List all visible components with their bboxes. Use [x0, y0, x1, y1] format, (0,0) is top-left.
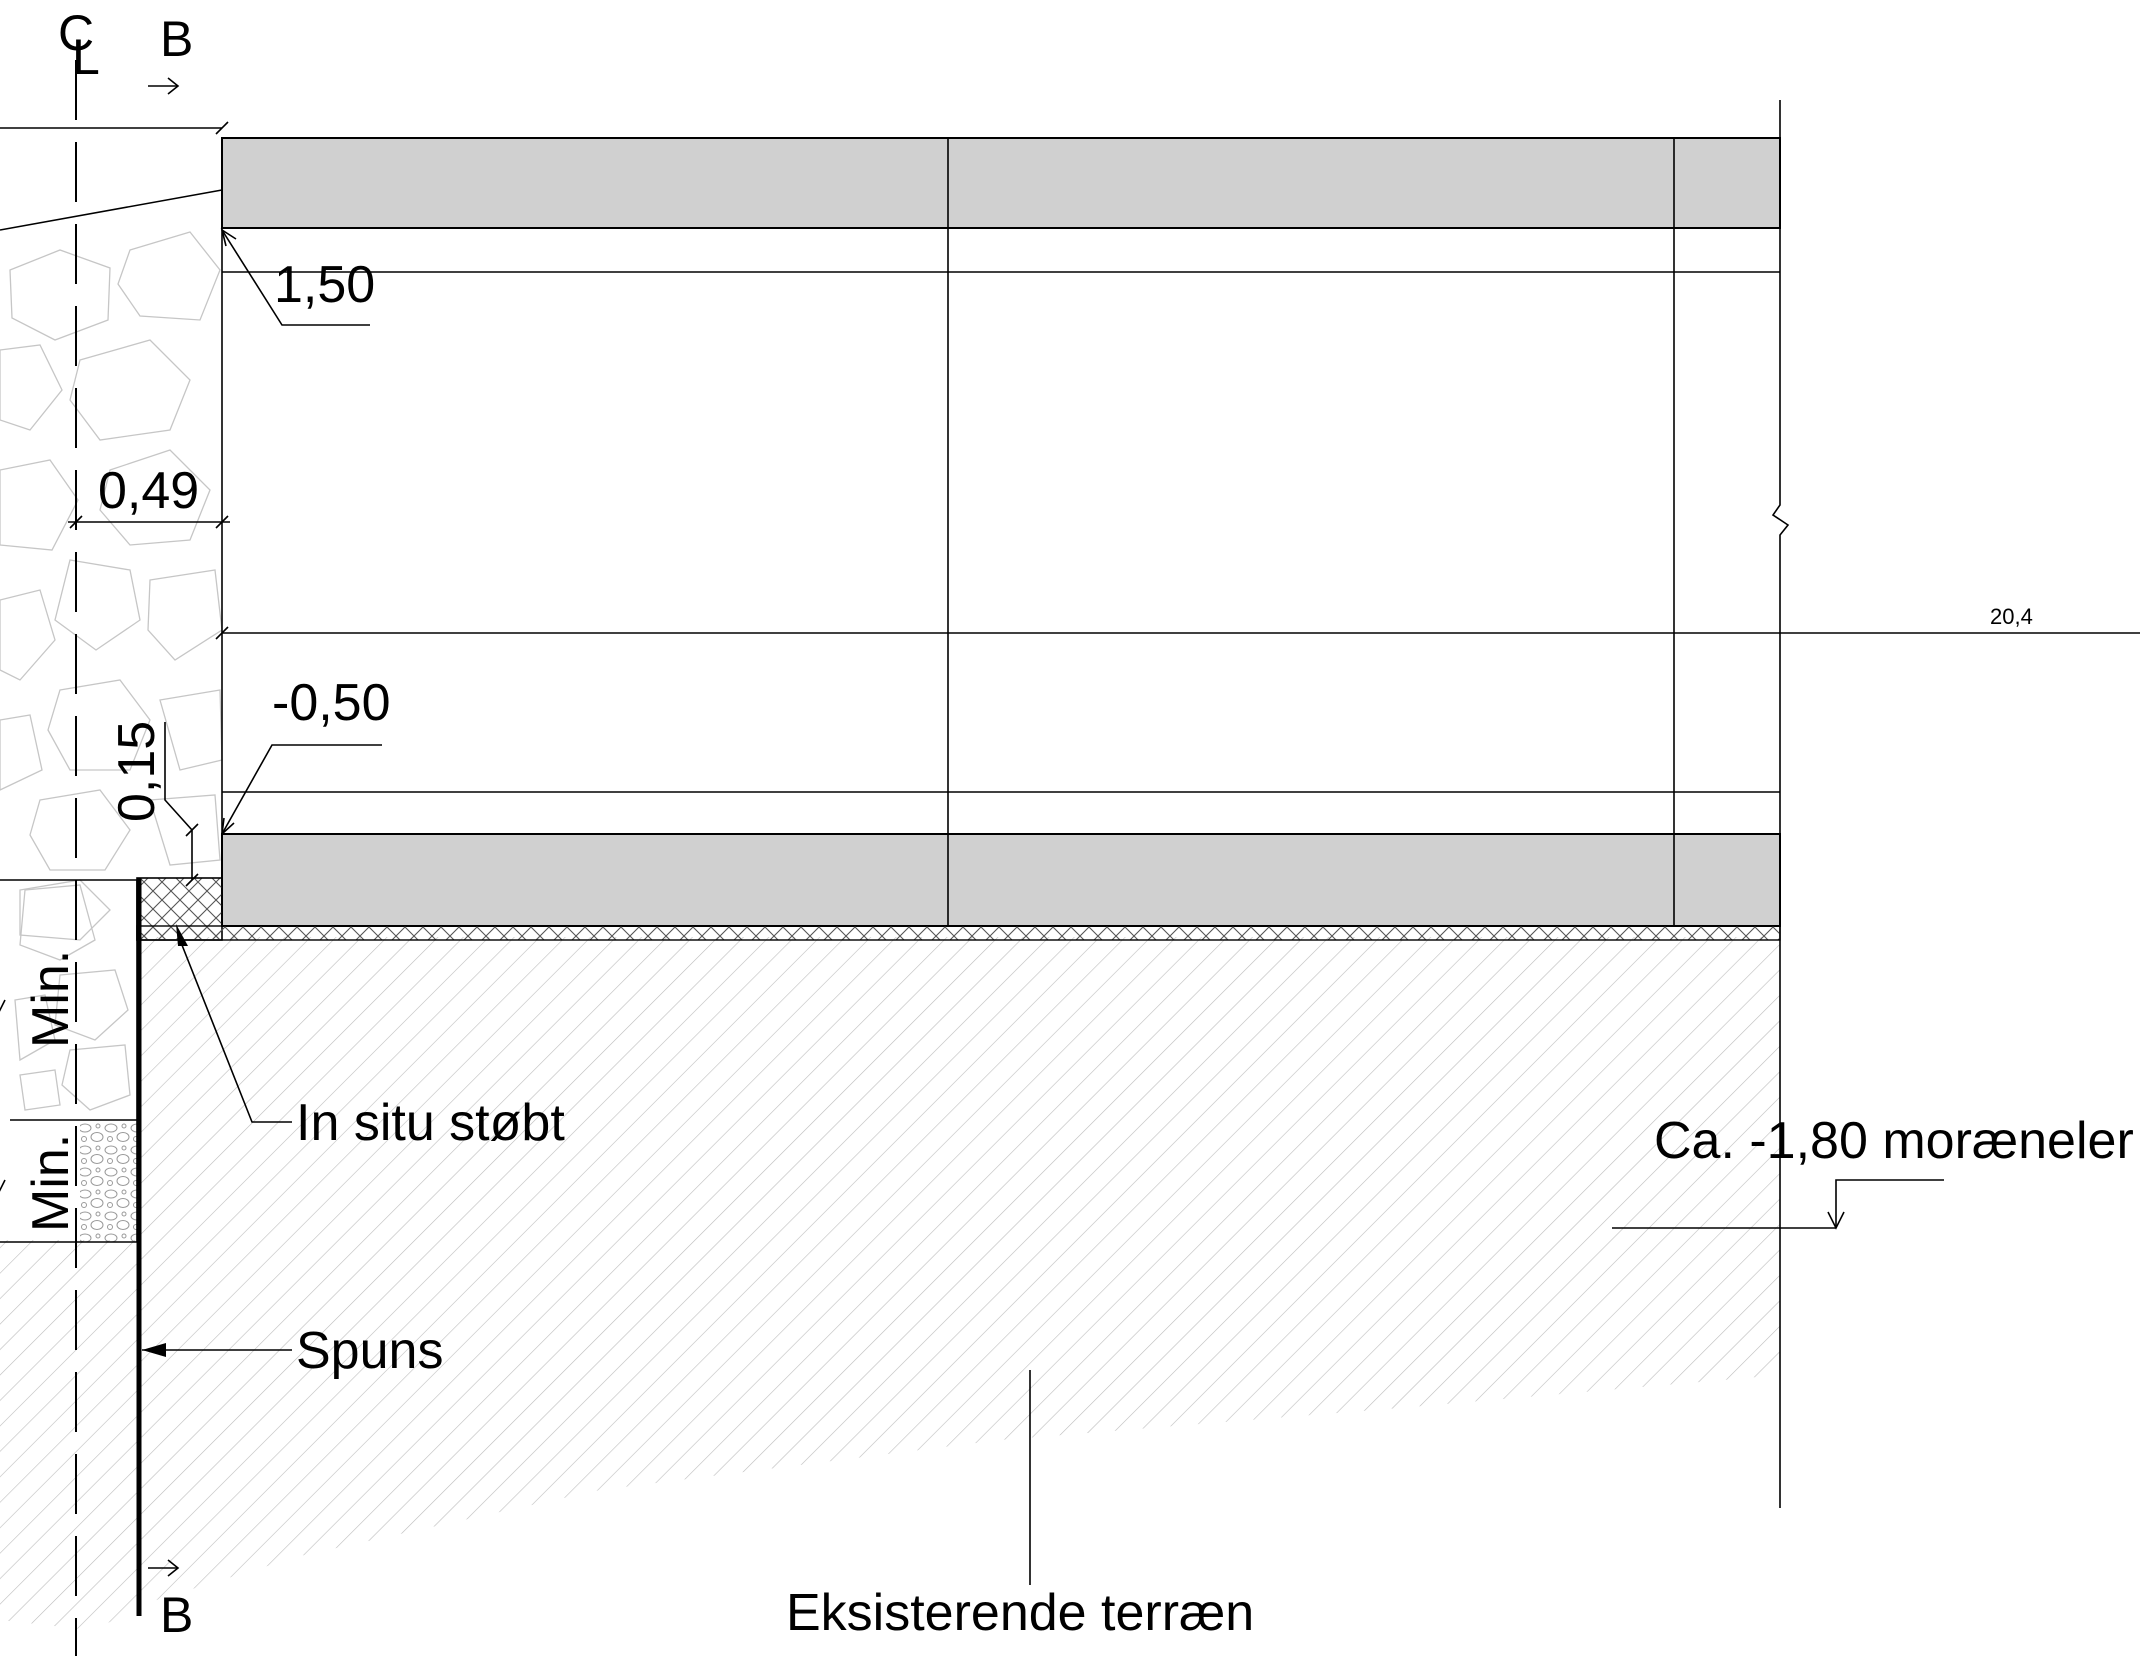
svg-text:-0,50: -0,50	[272, 674, 391, 732]
arrow-right-icon	[148, 1559, 180, 1577]
level-bottom-annotation: -0,50	[220, 674, 391, 837]
svg-text:Eksisterende terræn: Eksisterende terræn	[786, 1584, 1254, 1642]
centerline-c: C	[58, 5, 94, 61]
gravel-layer	[80, 1122, 137, 1242]
top-slab	[221, 137, 1781, 229]
terrain-annotation: Eksisterende terræn	[786, 1370, 1254, 1642]
section-mark-top: B	[160, 11, 193, 67]
section-mark-bottom: B	[160, 1587, 193, 1643]
svg-text:In situ støbt: In situ støbt	[296, 1094, 565, 1152]
svg-text:0,15: 0,15	[108, 721, 166, 822]
min-label-lower: Min.	[22, 1134, 80, 1232]
in-situ-layer	[136, 877, 1781, 941]
svg-text:0,49: 0,49	[98, 462, 199, 520]
svg-text:Ca. -1,80 moræneler: Ca. -1,80 moræneler	[1654, 1112, 2134, 1170]
bottom-slab	[221, 833, 1781, 927]
sheet-pile-annotation: Spuns	[142, 1322, 443, 1380]
stone-backfill	[0, 189, 223, 1111]
dimension-thickness: 0,15	[108, 721, 199, 887]
arrow-right-icon	[148, 77, 180, 95]
min-label-upper: Min.	[22, 950, 80, 1048]
in-situ-annotation: In situ støbt	[176, 924, 565, 1152]
moraine-annotation: Ca. -1,80 moræneler	[1612, 1112, 2134, 1230]
svg-text:Spuns: Spuns	[296, 1322, 443, 1380]
svg-text:1,50: 1,50	[274, 256, 375, 314]
moraine-soil	[0, 937, 1780, 1630]
centerline-l: L	[72, 29, 100, 85]
dimension-width: 0,49	[68, 462, 230, 529]
level-top-annotation: 1,50	[220, 228, 375, 326]
extension-dimension: 20,4	[1990, 604, 2033, 629]
structure	[0, 100, 2140, 1508]
